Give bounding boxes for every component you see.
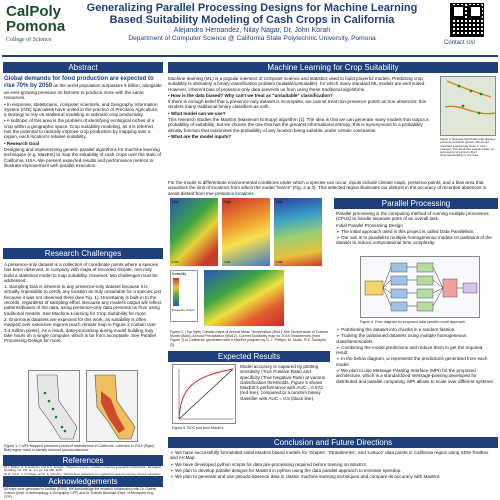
figure-1-caption: Figure 1. CalFlr Mapped presence points … (4, 444, 155, 453)
calpoly-logo: CalPoly Pomona College of Science (6, 4, 66, 48)
challenges-body: A presence-only dataset is a collection … (4, 262, 162, 344)
acknowledgements-body: All maps were generated in ArcMap (ESRI)… (4, 487, 157, 499)
title-block: Generalizing Parallel Processing Designs… (72, 2, 432, 43)
legend-title: Suitability (172, 272, 187, 276)
results-body: Model accuracy is captured by plotting s… (240, 364, 326, 401)
figure-3 (440, 76, 496, 136)
references-header: References (3, 455, 163, 466)
ml-body: Machine learning (ML) is a popular inter… (168, 76, 429, 139)
abstract-header: Abstract (3, 62, 163, 73)
figure-5-roc (172, 364, 236, 424)
roc-plot (178, 368, 234, 420)
poster-header: CalPoly Pomona College of Science Genera… (0, 0, 500, 55)
figure-3-caption: Figure 3. Example bioclimatic map displa… (440, 137, 496, 158)
bioclimatic-map (444, 80, 495, 115)
ca-map-bias (94, 374, 136, 440)
college-name: College of Science (6, 37, 52, 43)
legend-presence-points: Presence Points (172, 308, 195, 312)
bio1-map (170, 198, 218, 266)
panel-label-low-1: Low (172, 260, 179, 264)
logo-pomona: Pomona (6, 18, 66, 35)
parallel-header: Parallel Processing (334, 198, 498, 209)
conclusion-body: ➢ We have successfully formulated initia… (170, 450, 489, 480)
figure-2-legend: Suitability Presence Points (170, 270, 198, 322)
logo-cal: CalPoly (6, 3, 62, 20)
ca-map-points (36, 374, 78, 440)
figure-4-caption: Figure 4. Flow diagram for proposed data… (360, 320, 466, 324)
figure-2-caption: Figure 2. (Top right) Climate maps of An… (170, 330, 329, 347)
parallel-steps: ➢ Partitioning the dataset into chunks i… (336, 327, 494, 384)
bio6-map (222, 198, 270, 266)
research-challenges-header: Research Challenges (3, 248, 163, 259)
panel-label-low-3: Low (276, 260, 283, 264)
contact-link[interactable]: Contact Us! (444, 40, 476, 46)
figure-5-caption: Figure 5. ROC plot from MaxEnt (172, 426, 224, 430)
legend-color-ramp (173, 278, 179, 306)
header-divider (2, 55, 498, 57)
figure-2: High Low High Low High Low Suitability P… (170, 198, 330, 328)
panel-label-high-3: High (276, 200, 284, 204)
acknowledgements-header: Acknowledgements (3, 476, 163, 487)
conclusion-header: Conclusion and Future Directions (168, 437, 498, 448)
figure-4 (360, 256, 480, 318)
panel-label-high-2: High (224, 200, 232, 204)
data-parallel-diagram (364, 262, 478, 312)
authors: Alejandro Hernandez, Nilay Nagar, Dr. Jo… (173, 27, 331, 34)
suitability-map (204, 270, 284, 326)
panel-label-high-1: High (172, 200, 180, 204)
bio12-map (274, 198, 322, 266)
title-line-2: Based Suitability Modeling of Cash Crops… (109, 14, 395, 26)
figure-1-right (86, 370, 138, 442)
expected-results-header: Expected Results (168, 351, 330, 362)
ml-header: Machine Learning for Crop Suitability (168, 62, 498, 73)
qr-code-icon[interactable] (450, 3, 484, 37)
abstract-body: Global demands for food production are e… (4, 76, 162, 168)
panel-label-low-2: Low (224, 260, 231, 264)
department: Department of Computer Science @ Califor… (128, 35, 376, 42)
abstract-lead: Global demands for food production are e… (4, 76, 154, 89)
parallel-body: Parallel processing is the computing met… (336, 211, 492, 246)
title-line-1: Generalizing Parallel Processing Designs… (86, 2, 418, 14)
ml-inputs-text: For the model to differentiate environme… (168, 180, 487, 196)
figure-1-left (28, 370, 80, 442)
